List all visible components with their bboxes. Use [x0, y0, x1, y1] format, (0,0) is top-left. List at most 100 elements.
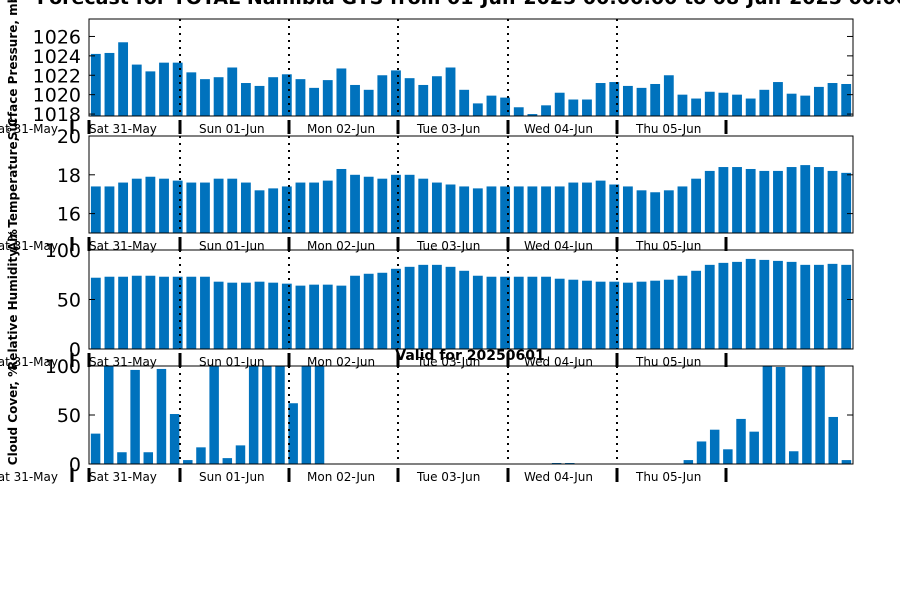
- day-label: Thu 05-Jun: [635, 122, 701, 136]
- y-axis-label: Cloud Cover, %: [6, 365, 20, 465]
- bar: [240, 182, 251, 233]
- bar: [500, 97, 511, 116]
- day-label: Tue 03-Jun: [416, 122, 480, 136]
- bar: [541, 186, 551, 233]
- bar: [732, 167, 742, 233]
- bar: [718, 262, 729, 349]
- bar: [172, 62, 183, 116]
- bar: [281, 283, 292, 349]
- bar: [350, 275, 360, 349]
- bar: [759, 170, 770, 233]
- bar: [391, 174, 401, 233]
- bar: [159, 276, 169, 349]
- bar: [90, 277, 101, 349]
- y-axis-label: Surface Pressure, mb: [6, 0, 20, 140]
- bar: [595, 180, 606, 233]
- day-label: Sat 31-May: [89, 239, 157, 253]
- bar: [568, 182, 579, 233]
- bar: [745, 168, 756, 233]
- bar: [268, 188, 279, 233]
- bar: [156, 368, 167, 464]
- bar: [262, 366, 272, 464]
- bar: [445, 184, 456, 233]
- day-label: Wed 04-Jun: [524, 122, 593, 136]
- bar: [513, 107, 524, 116]
- bar: [841, 264, 852, 349]
- bar: [118, 276, 129, 349]
- bar: [418, 178, 429, 233]
- bar: [350, 174, 360, 233]
- bar: [827, 170, 838, 233]
- bar: [500, 186, 511, 233]
- bar: [609, 184, 620, 233]
- day-label: Tue 03-Jun: [416, 470, 480, 484]
- bar: [431, 264, 442, 349]
- bar: [786, 261, 797, 349]
- bar: [773, 82, 783, 116]
- y-tick-label: 50: [57, 405, 81, 427]
- bar: [827, 263, 838, 349]
- bar: [704, 91, 715, 116]
- y-axis-label: Relative Humidity, %: [6, 229, 20, 370]
- bar: [377, 75, 388, 116]
- bar: [745, 258, 756, 349]
- bar: [104, 186, 115, 233]
- bar: [459, 89, 470, 116]
- bar: [718, 167, 729, 233]
- bar: [527, 114, 538, 116]
- day-label: Sat 31-May: [89, 122, 157, 136]
- y-tick-label: 50: [57, 290, 81, 312]
- bar: [336, 285, 347, 349]
- plot-frame: [88, 135, 854, 234]
- bar: [130, 369, 140, 464]
- bar: [314, 366, 325, 464]
- plot-frame: [88, 18, 854, 117]
- bar: [288, 403, 298, 464]
- bar: [568, 279, 579, 349]
- bar: [196, 447, 206, 464]
- bar: [554, 278, 565, 349]
- bar: [663, 75, 674, 116]
- bar: [595, 83, 606, 116]
- bar: [104, 52, 115, 116]
- bar: [650, 192, 661, 233]
- bar: [663, 190, 674, 233]
- bar: [802, 366, 812, 464]
- bar: [145, 176, 156, 233]
- bar: [240, 83, 251, 116]
- bar: [827, 83, 838, 116]
- y-tick-label: 1018: [33, 104, 81, 126]
- bar: [773, 260, 783, 349]
- bar: [691, 98, 702, 116]
- day-label: Mon 02-Jun: [307, 470, 375, 484]
- bar: [309, 87, 320, 116]
- bar: [677, 186, 688, 233]
- bar: [582, 280, 592, 349]
- bar: [295, 182, 306, 233]
- bar: [813, 264, 824, 349]
- bar: [254, 85, 265, 116]
- bar: [248, 366, 259, 464]
- bar: [663, 279, 674, 349]
- bar: [486, 95, 497, 116]
- bar: [213, 178, 224, 233]
- bar: [813, 167, 824, 233]
- bar: [759, 89, 770, 116]
- bar: [677, 94, 688, 116]
- bar: [554, 186, 565, 233]
- bar: [459, 270, 470, 349]
- bar: [295, 285, 306, 349]
- bar: [773, 170, 783, 233]
- bar: [186, 276, 197, 349]
- bar: [227, 282, 238, 349]
- bar: [254, 281, 265, 349]
- day-label: Wed 04-Jun: [524, 470, 593, 484]
- bar: [213, 77, 224, 116]
- bar: [322, 180, 333, 233]
- bar: [691, 178, 702, 233]
- bar: [828, 416, 838, 464]
- bar: [691, 270, 702, 349]
- bar: [732, 94, 742, 116]
- bar: [541, 276, 551, 349]
- bar: [391, 70, 401, 116]
